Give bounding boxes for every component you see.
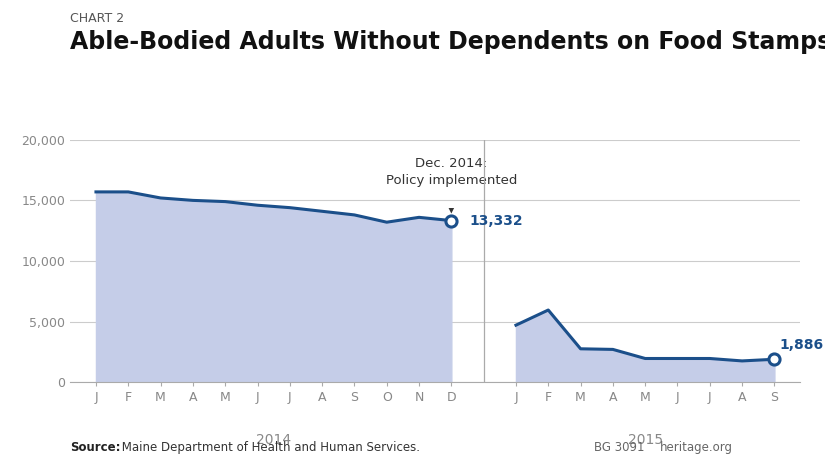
Text: Able-Bodied Adults Without Dependents on Food Stamps in Maine: Able-Bodied Adults Without Dependents on…: [70, 30, 825, 55]
Text: Maine Department of Health and Human Services.: Maine Department of Health and Human Ser…: [118, 441, 420, 454]
Text: CHART 2: CHART 2: [70, 12, 125, 25]
Text: Dec. 2014:
Policy implemented: Dec. 2014: Policy implemented: [385, 157, 517, 187]
Text: heritage.org: heritage.org: [660, 441, 733, 454]
Text: Source:: Source:: [70, 441, 120, 454]
Text: 13,332: 13,332: [469, 213, 523, 227]
Text: 1,886: 1,886: [780, 338, 823, 352]
Text: 2015: 2015: [628, 433, 662, 447]
Text: 2014: 2014: [256, 433, 291, 447]
Text: BG 3091: BG 3091: [594, 441, 644, 454]
